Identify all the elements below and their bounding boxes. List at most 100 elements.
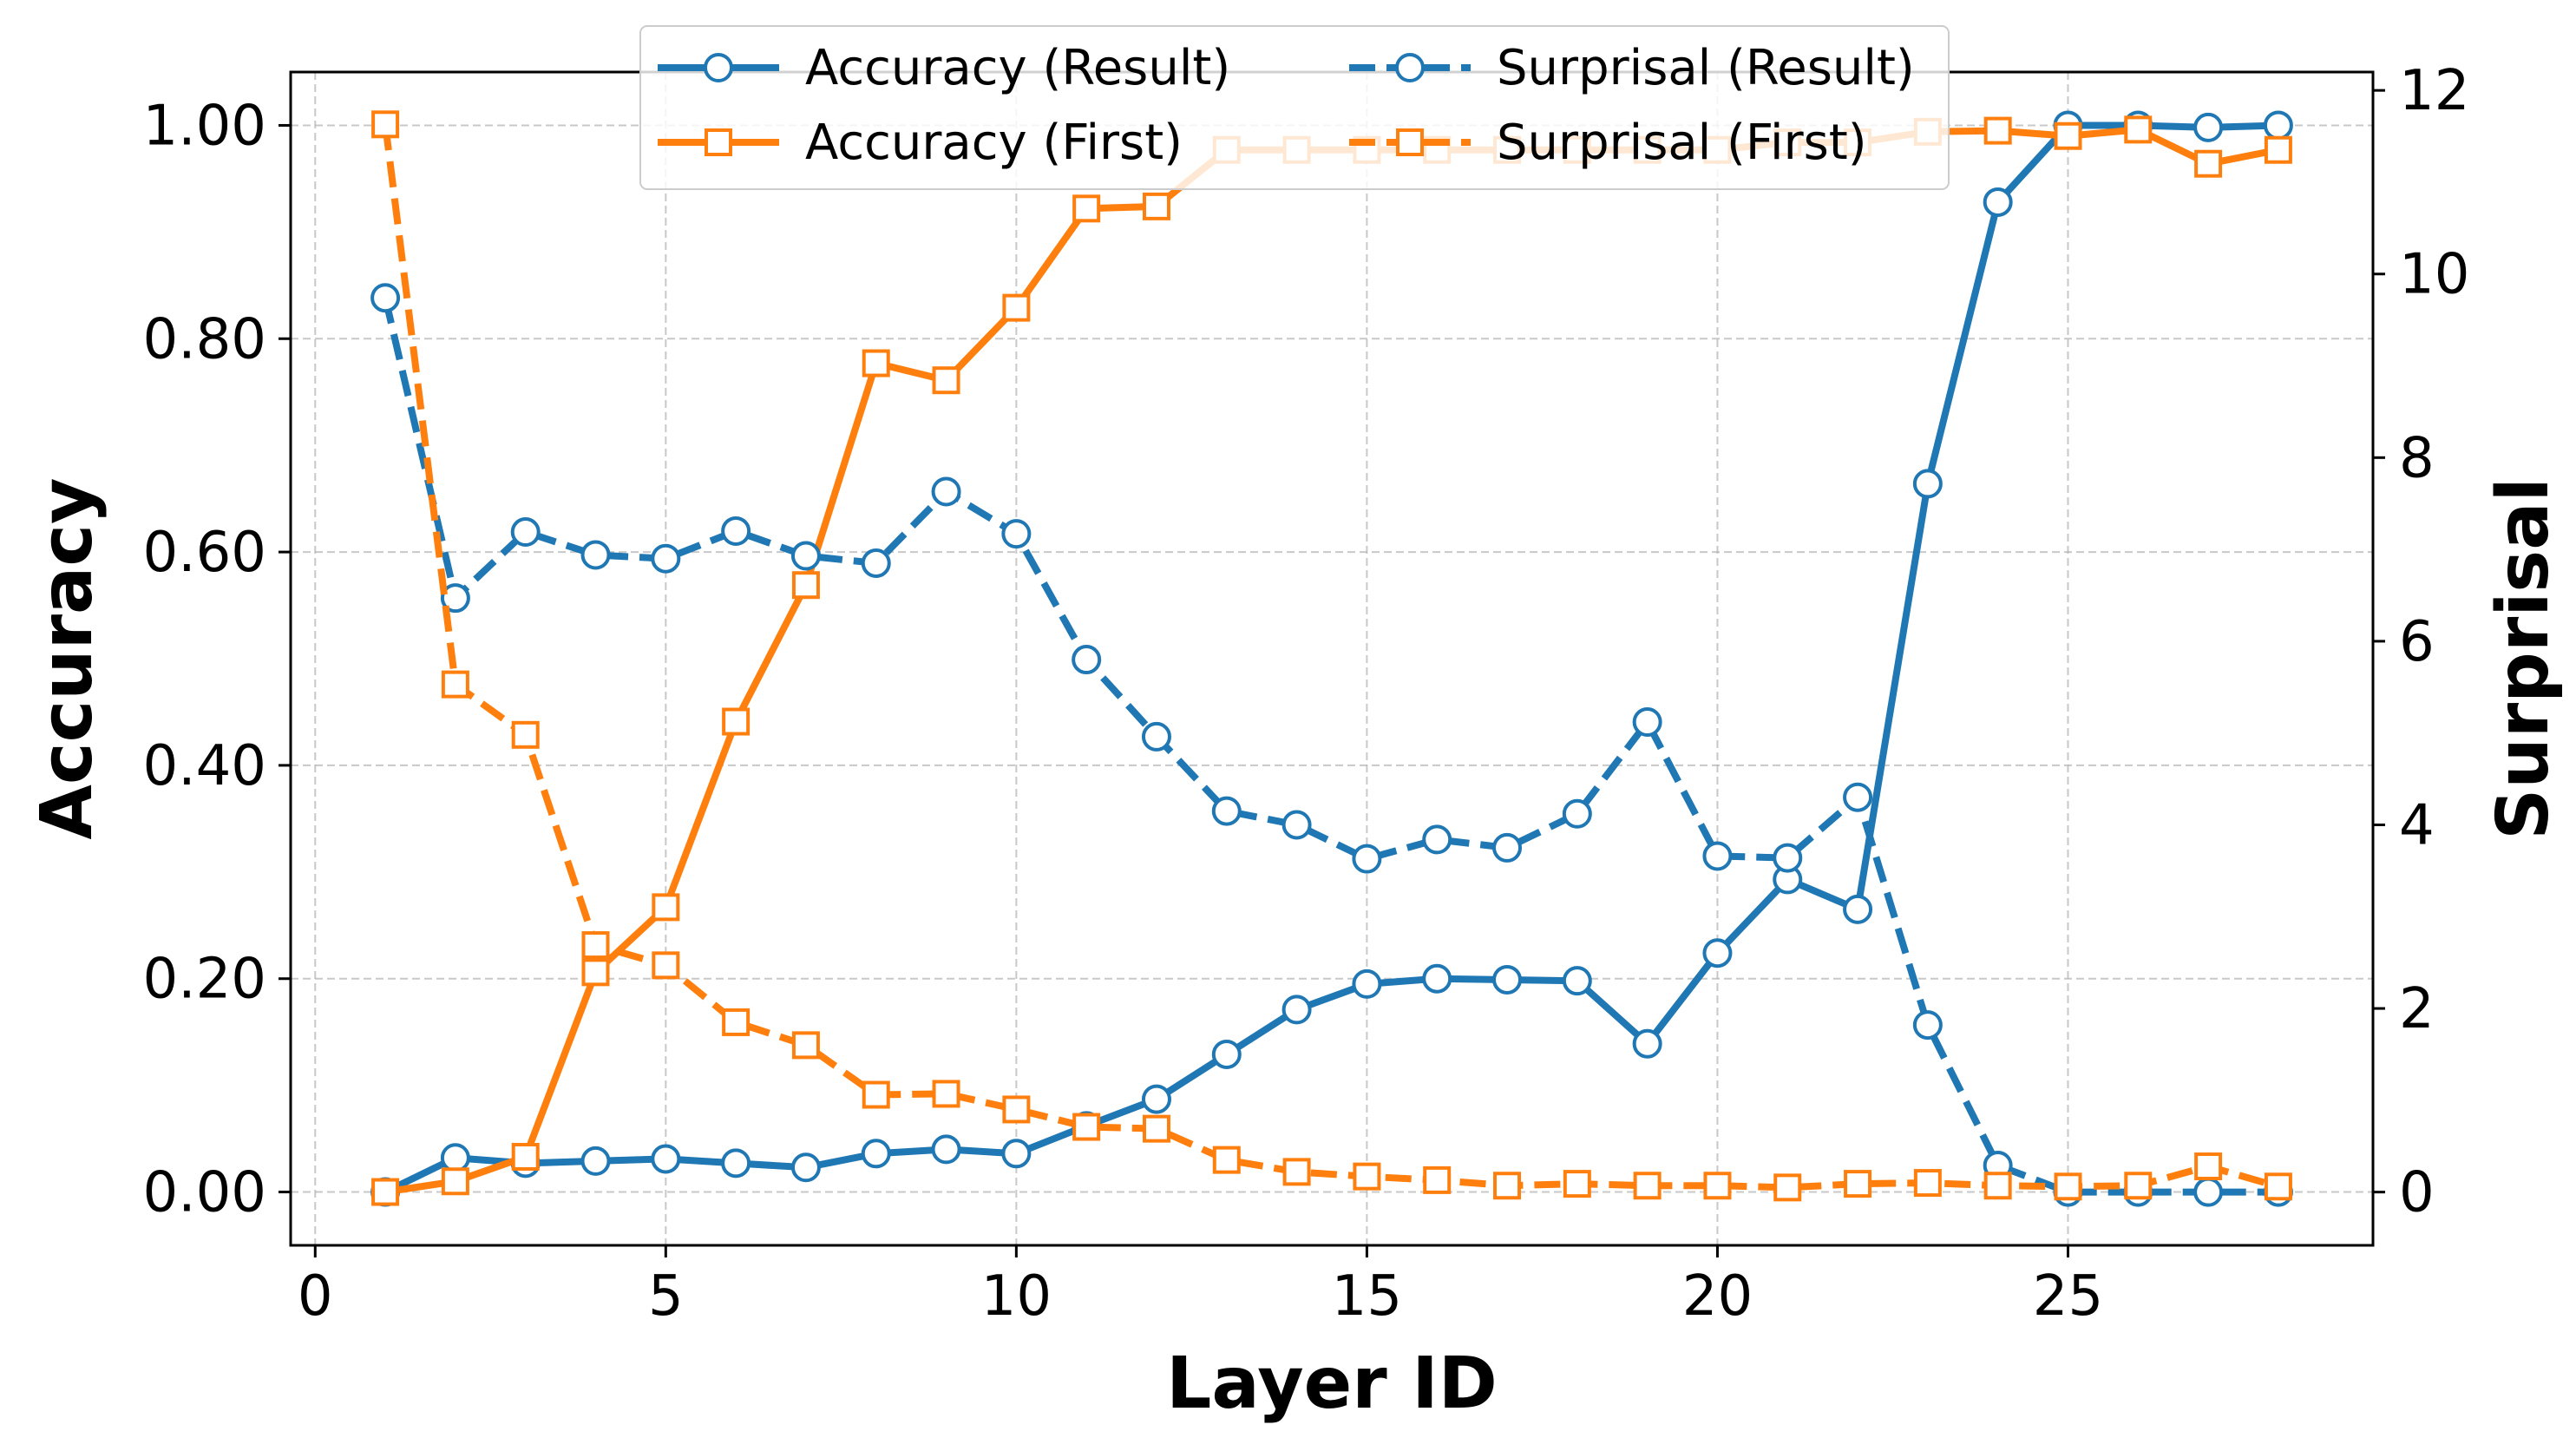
data-point: [791, 1031, 820, 1060]
series-accuracy-result: [370, 110, 2293, 1207]
data-point: [1702, 841, 1733, 871]
data-point: [1703, 1172, 1732, 1200]
legend-label: Accuracy (Result): [805, 40, 1230, 96]
data-point: [722, 707, 751, 736]
data-point: [791, 571, 820, 600]
data-point: [581, 931, 610, 960]
legend-box: [639, 25, 1950, 190]
data-point: [2263, 110, 2293, 141]
data-point: [2193, 112, 2224, 142]
legend-label: Accuracy (First): [805, 115, 1183, 171]
series-line: [383, 121, 2279, 1196]
data-point: [511, 1142, 540, 1171]
data-point: [1211, 1039, 1242, 1069]
left-y-tick-label: 1.00: [143, 94, 267, 158]
data-point: [440, 1143, 470, 1173]
axis-ticks: 0 5 10 15 20 25 0.00 0.20 0.40 0.60 0.80 1.00 0 2 4 6 8 1…: [143, 59, 2470, 1329]
data-point: [1632, 706, 1662, 737]
data-point: [790, 1152, 821, 1183]
data-point: [440, 583, 470, 614]
data-point: [1002, 293, 1031, 322]
data-point: [1001, 1139, 1032, 1169]
data-point: [1211, 796, 1242, 826]
data-point: [371, 110, 400, 139]
data-point: [2194, 149, 2223, 178]
data-point: [1562, 966, 1592, 996]
data-point: [370, 283, 401, 313]
legend: Accuracy (Result) Accuracy (First) Surpris…: [639, 25, 1950, 190]
x-tick-label: 25: [2033, 1264, 2103, 1329]
x-axis-title: Layer ID: [1166, 1343, 1498, 1425]
data-point: [2193, 1177, 2224, 1207]
data-point: [1141, 1084, 1171, 1114]
data-point: [1352, 968, 1382, 999]
data-point: [1422, 963, 1452, 994]
data-point: [1912, 469, 1943, 499]
legend-item: Surprisal (First): [1349, 115, 1867, 171]
data-point: [441, 670, 469, 699]
data-point: [1773, 1173, 1802, 1202]
right-y-tick-label: 8: [2399, 426, 2435, 490]
data-point: [652, 893, 680, 922]
data-point: [1002, 1095, 1031, 1124]
right-y-tick-label: 10: [2399, 243, 2469, 307]
data-point: [1913, 1169, 1942, 1198]
data-point: [1212, 1146, 1241, 1174]
data-point: [1072, 194, 1101, 223]
x-tick-label: 5: [648, 1264, 684, 1329]
data-point: [1001, 519, 1032, 549]
left-y-axis-title: Accuracy: [26, 478, 108, 840]
x-tick-label: 15: [1332, 1264, 1402, 1329]
left-y-tick-label: 0.20: [143, 948, 267, 1012]
data-point: [931, 1134, 961, 1165]
data-point: [652, 951, 680, 980]
data-point: [1632, 1028, 1662, 1059]
data-point: [651, 543, 681, 574]
data-point: [1912, 1010, 1943, 1041]
data-point: [1352, 844, 1382, 874]
data-point: [1142, 192, 1170, 220]
legend-item: Surprisal (Result): [1349, 40, 1915, 96]
data-point: [651, 1144, 681, 1174]
series-line: [382, 123, 2280, 1192]
right-y-tick-label: 6: [2399, 610, 2435, 674]
data-point: [441, 1167, 469, 1196]
data-point: [1282, 1158, 1311, 1186]
x-tick-label: 10: [981, 1264, 1052, 1329]
data-point: [1142, 1114, 1170, 1143]
data-point: [581, 958, 610, 987]
data-point: [932, 1080, 960, 1108]
data-point: [932, 366, 960, 395]
data-point: [2264, 135, 2292, 164]
data-point: [790, 541, 821, 571]
data-point: [722, 1008, 751, 1036]
right-y-tick-label: 12: [2399, 59, 2469, 123]
data-point: [1983, 116, 2012, 145]
left-y-tick-label: 0.40: [143, 734, 267, 798]
left-y-tick-label: 0.00: [143, 1161, 267, 1225]
legend-label: Surprisal (Result): [1497, 40, 1915, 96]
data-point: [1422, 824, 1452, 855]
x-tick-label: 20: [1682, 1264, 1753, 1329]
data-point: [1844, 1170, 1872, 1198]
data-point: [2054, 1172, 2082, 1201]
right-y-axis-title: Surprisal: [2482, 477, 2565, 839]
data-point: [1281, 810, 1312, 840]
data-point: [1492, 832, 1523, 863]
left-y-tick-label: 0.60: [143, 521, 267, 585]
left-y-tick-label: 0.80: [143, 307, 267, 371]
data-point: [2264, 1172, 2292, 1201]
data-point: [1563, 1170, 1591, 1198]
data-point: [1702, 938, 1733, 968]
data-point: [580, 540, 611, 570]
right-y-tick-label: 2: [2399, 977, 2435, 1041]
data-point: [721, 515, 751, 546]
legend-item: Accuracy (First): [658, 115, 1183, 171]
series-surprisal-first: [371, 110, 2292, 1202]
data-point: [510, 517, 541, 548]
data-point: [1843, 894, 1873, 924]
legend-swatch-marker: [704, 53, 733, 82]
data-point: [862, 349, 890, 378]
